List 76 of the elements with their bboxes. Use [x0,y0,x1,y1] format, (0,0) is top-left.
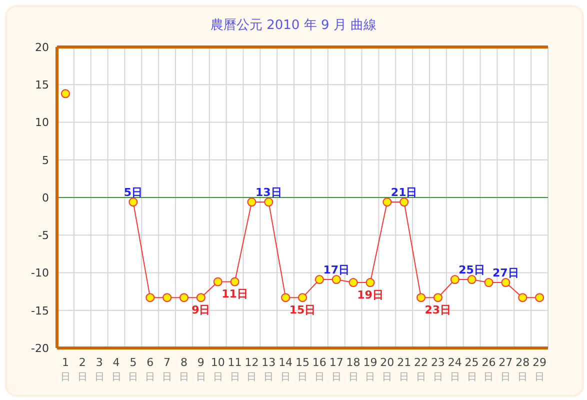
annotation: 23日 [424,303,452,316]
y-tick-label: 0 [42,191,49,204]
x-tick-label: 29日 [532,356,547,383]
x-tick-label: 26日 [482,356,496,383]
y-tick-label: 15 [35,78,49,92]
point [366,278,375,288]
x-tick-label: 24日 [448,356,462,383]
point [416,293,426,302]
x-tick-label: 1日 [60,356,70,383]
x-tick-label: 18日 [346,356,360,383]
point [196,293,206,302]
chart-title: 農曆公元 2010 年 9 月 曲線 [209,17,378,34]
x-tick-label: 3日 [94,356,104,383]
x-tick-label: 14日 [278,356,293,383]
x-tick-label: 16日 [312,356,326,383]
annotation: 13日 [255,186,282,200]
annotation: 25日 [458,264,485,277]
annotation: 9日 [192,303,210,316]
x-tick-label: 27日 [498,356,513,383]
x-tick-label: 8日 [178,356,189,383]
point [230,277,240,286]
x-tick-label: 17日 [329,356,344,383]
point [128,198,138,207]
x-tick-label: 21日 [397,356,412,383]
point [298,293,307,302]
annotation: 27日 [492,266,519,280]
point [450,275,460,284]
x-tick-label: 2日 [77,356,88,383]
point [60,89,70,98]
point [348,278,358,288]
x-tick-label: 22日 [414,356,428,383]
point [535,293,544,302]
point [179,293,188,302]
point [264,198,274,207]
x-tick-label: 19日 [363,356,378,383]
point [484,278,494,288]
y-tick-label: 20 [35,40,49,54]
point [332,275,341,284]
y-tick-label: -10 [31,266,49,280]
point [501,278,510,288]
y-tick-label: 5 [42,154,49,167]
x-tick-label: 5日 [128,356,138,383]
annotation: 11日 [222,288,248,301]
annotation: 5日 [124,186,143,200]
x-tick-label: 7日 [162,356,172,383]
x-tick-label: 25日 [464,356,479,383]
x-tick-label: 15日 [296,356,310,383]
point [314,275,324,284]
annotation: 15日 [289,303,316,316]
annotation: 17日 [323,264,350,277]
annotation: 19日 [357,288,384,302]
x-tick-label: 4日 [111,356,122,383]
x-tick-label: 28日 [516,356,530,383]
point [467,275,476,284]
x-tick-label: 23日 [430,356,445,383]
point [213,277,222,286]
x-tick-label: 10日 [210,356,225,383]
y-tick-label: -20 [31,342,49,355]
point [400,198,409,207]
x-tick-label: 11日 [228,356,242,383]
y-tick-label: -5 [38,229,49,242]
x-tick-label: 12日 [244,356,259,383]
point [382,198,392,207]
point [433,293,442,302]
y-tick-label: 10 [35,116,49,130]
y-tick-label: -15 [31,304,49,318]
point [518,293,528,302]
point [162,293,172,302]
point [146,293,155,302]
x-tick-label: 20日 [380,356,394,383]
x-tick-label: 6日 [145,356,156,383]
point [281,293,290,302]
x-tick-label: 13日 [262,356,276,383]
annotation: 21日 [390,186,418,200]
x-tick-label: 9日 [196,356,206,383]
point [247,198,256,207]
